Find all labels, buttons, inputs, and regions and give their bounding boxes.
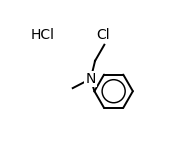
Text: N: N	[85, 72, 96, 86]
Text: HCl: HCl	[31, 28, 55, 43]
Text: Cl: Cl	[96, 28, 110, 42]
